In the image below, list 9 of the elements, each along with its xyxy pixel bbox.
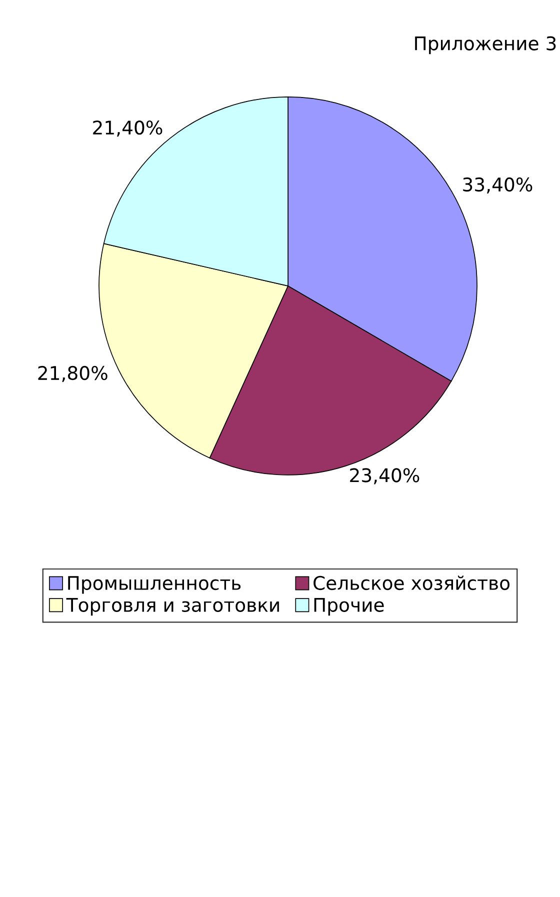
legend-label: Торговля и заготовки	[66, 598, 279, 616]
chart-title: Приложение 3	[415, 36, 556, 54]
legend-label: Сельское хозяйство	[314, 576, 510, 590]
data-label: 21,80%	[38, 366, 108, 382]
data-label: 23,40%	[350, 468, 420, 484]
data-label: 33,40%	[463, 177, 532, 194]
legend-label: Промышленность	[68, 576, 241, 594]
legend-label: Прочие	[314, 598, 384, 616]
data-label: 21,40%	[93, 120, 162, 137]
